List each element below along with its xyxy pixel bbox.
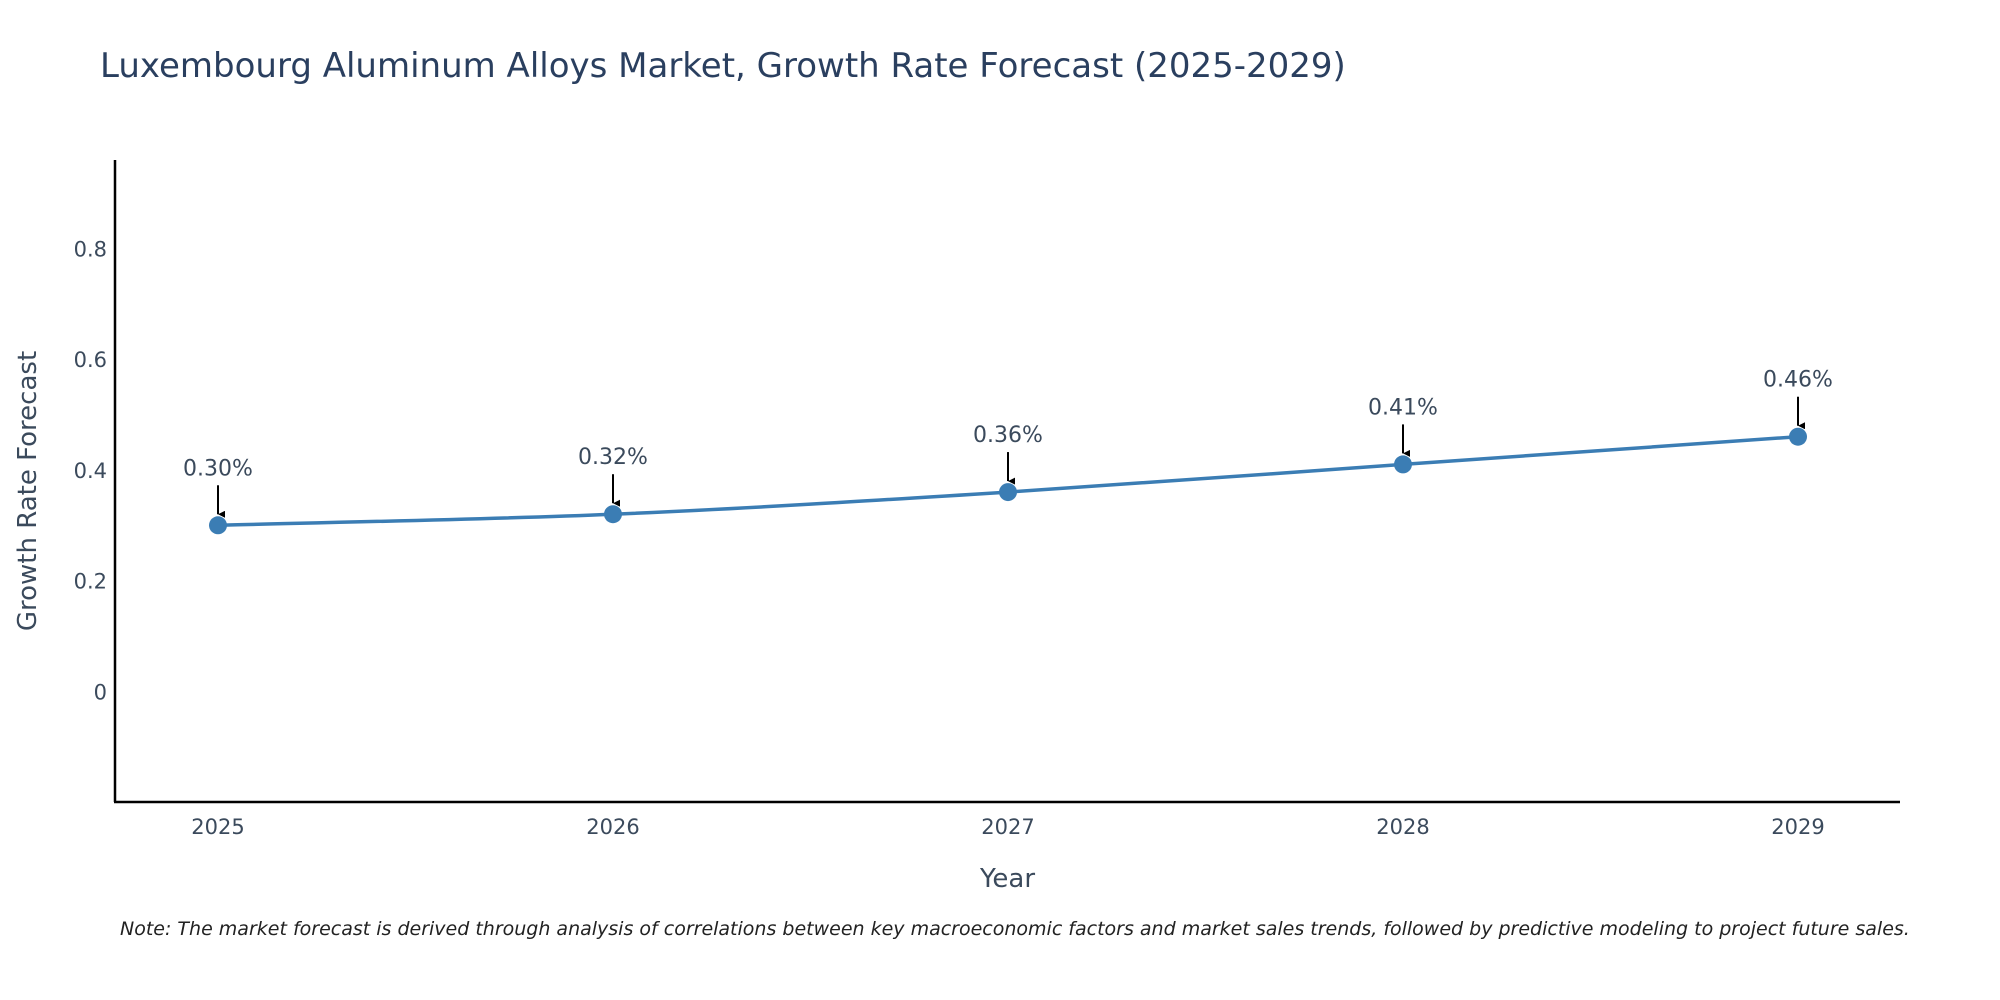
y-tick-label: 0.8 bbox=[74, 238, 107, 262]
x-tick-label: 2028 bbox=[1376, 815, 1429, 839]
data-point[interactable] bbox=[209, 516, 227, 535]
footnote: Note: The market forecast is derived thr… bbox=[120, 918, 1910, 940]
data-label: 0.30% bbox=[183, 456, 253, 481]
x-tick-label: 2025 bbox=[191, 815, 244, 839]
y-tick-label: 0.6 bbox=[74, 348, 107, 372]
x-tick-label: 2029 bbox=[1771, 815, 1824, 839]
series-group bbox=[209, 427, 1807, 535]
data-label: 0.32% bbox=[578, 445, 648, 470]
data-label: 0.46% bbox=[1763, 368, 1833, 393]
data-label: 0.36% bbox=[973, 423, 1043, 448]
x-tick-label: 2026 bbox=[586, 815, 639, 839]
y-tick-label: 0.4 bbox=[74, 459, 107, 483]
y-tick-label: 0 bbox=[94, 680, 107, 704]
data-label: 0.41% bbox=[1368, 395, 1438, 420]
data-point[interactable] bbox=[1789, 427, 1807, 446]
x-axis-ticks: 2025 2026 2027 2028 2029 bbox=[191, 815, 1824, 839]
x-axis-title: Year bbox=[979, 864, 1035, 894]
y-axis-title: Growth Rate Forecast bbox=[13, 351, 43, 631]
data-point[interactable] bbox=[604, 505, 622, 524]
annotations-group: 0.30% 0.32% 0.36% 0.41% 0.46% bbox=[183, 368, 1833, 518]
y-tick-label: 0.2 bbox=[74, 570, 107, 594]
data-point[interactable] bbox=[999, 483, 1017, 502]
x-tick-label: 2027 bbox=[981, 815, 1034, 839]
chart-title: Luxembourg Aluminum Alloys Market, Growt… bbox=[100, 46, 1346, 86]
y-axis-ticks: 0 0.2 0.4 0.6 0.8 bbox=[74, 238, 107, 705]
data-point[interactable] bbox=[1394, 455, 1412, 474]
